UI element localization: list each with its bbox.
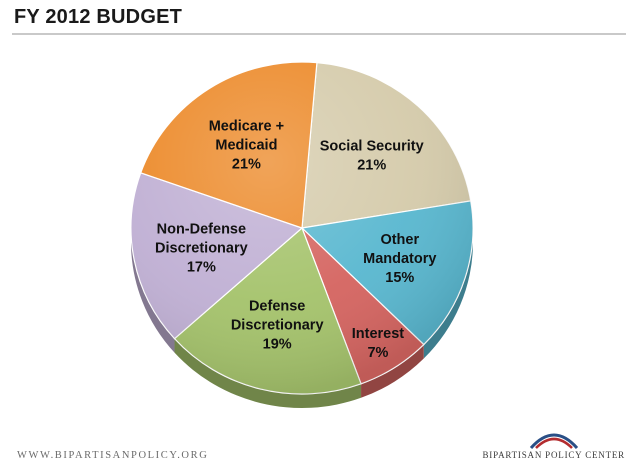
- pie-label-value: 7%: [367, 345, 388, 361]
- footer-url[interactable]: WWW.BIPARTISANPOLICY.ORG: [17, 450, 209, 461]
- pie-label-value: 15%: [385, 270, 414, 286]
- pie-label-line: Medicaid: [215, 137, 277, 153]
- pie-edge-interest: [361, 344, 424, 398]
- footer-organization: BIPARTISAN POLICY CENTER: [482, 450, 625, 460]
- pie-label-line: Medicare +: [209, 118, 284, 134]
- pie-gloss: [131, 62, 473, 394]
- pie-label-line: Defense: [249, 299, 305, 315]
- chart-title: FY 2012 BUDGET: [14, 6, 183, 28]
- pie-edge-other-mandatory: [423, 228, 473, 359]
- pie-label-line: Discretionary: [231, 318, 324, 334]
- pie-labels: Social Security 21% Other Mandatory 15% Inter…: [155, 118, 436, 361]
- pie-label-line: Interest: [352, 326, 405, 342]
- pie-label-line: Social Security: [320, 138, 424, 154]
- pie-label-line: Other: [380, 232, 419, 248]
- pie-edge-non-defense-discretionary: [131, 228, 175, 353]
- bpc-logo-icon: [529, 433, 579, 450]
- pie-label-line: Non-Defense: [157, 221, 246, 237]
- pie-slices: [130, 61, 474, 409]
- pie-edge-defense-discretionary: [174, 338, 362, 409]
- pie-label-non-defense-discretionary: Non-Defense Discretionary 17%: [155, 221, 248, 275]
- pie-label-line: Discretionary: [155, 240, 248, 256]
- pie-label-medicare-medicaid: Medicare + Medicaid 21%: [209, 118, 284, 172]
- pie-label-value: 19%: [263, 337, 292, 353]
- pie-label-social-security: Social Security 21%: [320, 138, 424, 173]
- pie-label-other-mandatory: Other Mandatory 15%: [363, 232, 436, 286]
- pie-label-interest: Interest 7%: [352, 326, 405, 361]
- pie-label-value: 21%: [357, 157, 386, 173]
- pie-label-defense-discretionary: Defense Discretionary 19%: [231, 299, 324, 353]
- pie-label-value: 17%: [187, 259, 216, 275]
- pie-label-value: 21%: [232, 156, 261, 172]
- pie-label-line: Mandatory: [363, 251, 436, 267]
- title-divider: [12, 33, 626, 35]
